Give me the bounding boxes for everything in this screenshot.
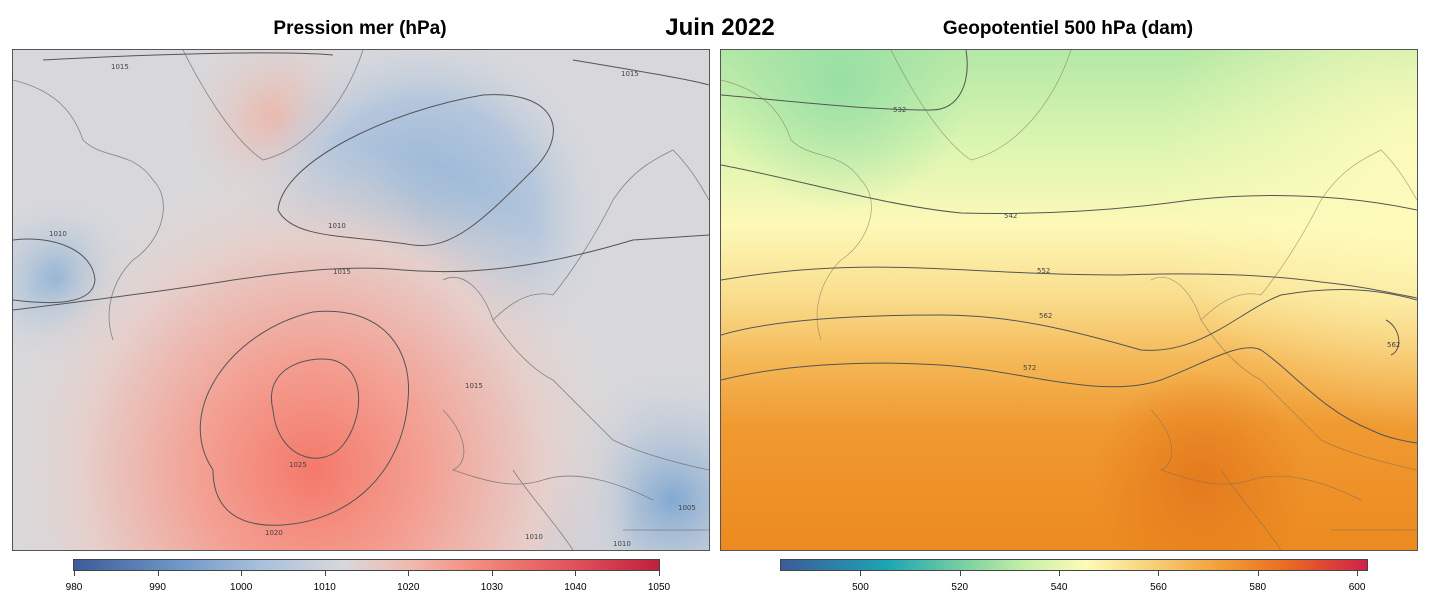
pressure-tick-mark	[74, 571, 75, 576]
pressure-tick-label: 1010	[313, 582, 336, 593]
pressure-tick-mark	[659, 571, 660, 576]
geopotential-500-title: Geopotentiel 500 hPa (dam)	[942, 18, 1194, 39]
pressure-tick-label: 1040	[564, 582, 587, 593]
geopotential-tick-mark	[1059, 571, 1061, 576]
geopotential-tick-label: 560	[1150, 582, 1167, 593]
pressure-tick-label: 990	[149, 582, 166, 593]
contour-label: 542	[1004, 212, 1017, 220]
geopotential-tick-mark	[1257, 571, 1259, 576]
geopotential-tick-mark	[1158, 571, 1160, 576]
pressure-tick-mark	[241, 571, 243, 576]
isobar-label: 1010	[328, 222, 346, 230]
pressure-tick-mark	[157, 571, 159, 576]
pressure-tick-label: 1050	[647, 582, 671, 593]
isobar-label: 1010	[525, 533, 543, 541]
pressure-colorbar	[73, 559, 660, 571]
pressure-tick-mark	[408, 571, 410, 576]
geopotential-tick-label: 540	[1050, 582, 1068, 593]
pressure-tick-mark	[324, 571, 326, 576]
geopotential-map: 532 542 552 562 572 562	[720, 49, 1418, 551]
geopotential-tick-label: 520	[951, 582, 969, 593]
coastlines	[721, 50, 1417, 550]
isobar-label: 1010	[49, 230, 67, 238]
isobar-label: 1010	[613, 540, 631, 548]
geopotential-tick-label: 580	[1249, 582, 1267, 593]
pressure-tick-label: 1020	[397, 582, 420, 593]
isobar-label: 1015	[621, 70, 639, 78]
sea-level-pressure-title: Pression mer (hPa)	[273, 18, 447, 39]
isobar-label: 1005	[678, 504, 696, 512]
contour-label: 532	[893, 106, 906, 114]
main-title: Juin 2022	[665, 14, 775, 41]
geopotential-contours	[721, 50, 1417, 444]
pressure-tick-mark	[575, 571, 577, 576]
pressure-map: 1015 1010 1010 1015 1015 1025 1020 1015 …	[12, 49, 710, 551]
isobars	[13, 52, 709, 526]
contour-label: 562	[1387, 341, 1400, 349]
pressure-tick-label: 980	[65, 582, 83, 593]
geopotential-tick-mark	[1357, 571, 1359, 576]
geopotential-tick-mark	[860, 571, 862, 576]
pressure-tick-mark	[491, 571, 493, 576]
coastlines	[13, 50, 709, 550]
pressure-tick-label: 1030	[480, 582, 503, 593]
geopotential-tick-label: 500	[852, 582, 869, 593]
contour-label: 562	[1039, 312, 1052, 320]
isobar-label: 1020	[265, 529, 283, 537]
geopotential-tick-mark	[959, 571, 961, 576]
geopotential-tick-label: 600	[1348, 582, 1366, 593]
geopotential-colorbar	[780, 559, 1368, 571]
pressure-tick-label: 1000	[230, 582, 253, 593]
isobar-label: 1025	[289, 461, 307, 469]
isobar-label: 1015	[333, 268, 351, 276]
contour-label: 572	[1023, 364, 1036, 372]
isobar-label: 1015	[465, 382, 483, 390]
contour-label: 552	[1037, 267, 1050, 275]
isobar-label: 1015	[111, 63, 129, 71]
